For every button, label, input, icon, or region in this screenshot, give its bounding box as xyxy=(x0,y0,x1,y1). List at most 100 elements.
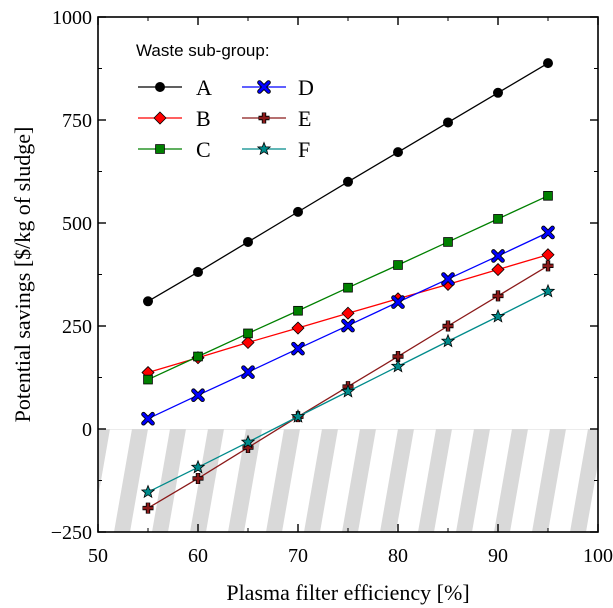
hatch-stripe xyxy=(456,429,490,532)
data-point xyxy=(341,318,355,333)
legend-item-D: D xyxy=(242,75,314,100)
data-point xyxy=(141,411,155,426)
legend-item-A: A xyxy=(138,75,212,100)
negative-region-hatch xyxy=(38,429,613,532)
legend-label: E xyxy=(298,106,311,131)
data-point xyxy=(257,80,271,94)
hatch-stripe xyxy=(418,429,452,532)
series-F xyxy=(140,283,556,499)
y-tick-label: 250 xyxy=(62,316,92,338)
data-point xyxy=(155,144,165,154)
data-point xyxy=(240,434,256,449)
x-axis-label: Plasma filter efficiency [%] xyxy=(226,580,469,605)
hatch-stripe xyxy=(152,429,186,532)
data-point xyxy=(142,296,153,307)
data-point xyxy=(290,409,306,423)
data-point xyxy=(443,237,453,247)
data-point xyxy=(393,260,403,270)
data-point xyxy=(440,333,456,348)
legend-label: C xyxy=(196,137,211,162)
legend-item-E: E xyxy=(242,106,311,131)
data-point xyxy=(291,341,305,356)
hatch-stripe xyxy=(304,429,338,532)
data-point xyxy=(242,236,253,247)
data-point xyxy=(543,191,553,201)
legend-title: Waste sub-group: xyxy=(136,41,270,60)
y-axis-label: Potential savings [$/kg of sludge] xyxy=(10,127,35,423)
data-point xyxy=(191,388,205,403)
data-point xyxy=(343,282,353,293)
x-tick-label: 70 xyxy=(288,545,308,567)
data-point xyxy=(340,383,356,398)
data-point xyxy=(540,283,556,298)
data-point xyxy=(241,365,255,379)
hatch-stripe xyxy=(380,429,414,532)
data-point xyxy=(542,260,554,272)
data-point xyxy=(541,225,555,240)
data-point xyxy=(241,335,255,350)
data-point xyxy=(390,358,406,373)
hatch-stripe xyxy=(38,429,72,532)
data-point xyxy=(190,459,206,474)
y-tick-label: 500 xyxy=(62,213,92,235)
legend-label: A xyxy=(196,75,212,100)
legend-item-B: B xyxy=(138,106,211,131)
data-point xyxy=(142,502,154,514)
data-point xyxy=(342,176,353,187)
hatch-stripe xyxy=(190,429,224,532)
data-point xyxy=(491,262,505,277)
hatch-stripe xyxy=(608,429,613,532)
series-layer xyxy=(140,58,556,514)
data-point xyxy=(491,249,505,263)
legend-label: B xyxy=(196,106,211,131)
hatch-stripe xyxy=(570,429,598,532)
data-point xyxy=(442,320,454,332)
hatch-stripe xyxy=(228,429,262,532)
data-point xyxy=(258,112,270,124)
data-point xyxy=(193,351,203,362)
tick-layer: 50 60 70 80 90 100 −250 0 250 500 750 1000 xyxy=(51,7,613,567)
series-A xyxy=(142,58,554,307)
data-point xyxy=(192,472,204,484)
series-C xyxy=(143,191,553,385)
data-point xyxy=(143,374,153,385)
y-tick-label: 750 xyxy=(62,110,92,132)
legend-label: D xyxy=(298,75,314,100)
data-point xyxy=(153,111,167,125)
hatch-stripe xyxy=(342,429,376,532)
hatch-stripe xyxy=(266,429,300,532)
x-tick-label: 100 xyxy=(583,545,613,567)
series-D xyxy=(141,225,555,426)
data-point xyxy=(492,290,504,302)
data-point xyxy=(391,295,405,309)
data-point xyxy=(341,306,355,320)
data-point xyxy=(541,248,555,262)
legend-label: F xyxy=(298,137,310,162)
data-point xyxy=(154,82,165,93)
data-point xyxy=(256,141,272,156)
hatch-stripe xyxy=(114,429,148,532)
x-tick-label: 90 xyxy=(488,545,508,567)
data-point xyxy=(192,267,203,278)
hatch-stripe xyxy=(98,429,110,498)
legend-item-F: F xyxy=(242,137,310,162)
x-tick-label: 50 xyxy=(88,545,108,567)
legend: Waste sub-group: ABC DEF xyxy=(136,41,314,162)
data-point xyxy=(493,214,503,224)
data-point xyxy=(291,321,305,335)
hatch-stripe xyxy=(532,429,566,532)
data-point xyxy=(392,147,403,158)
data-point xyxy=(442,117,453,128)
data-point xyxy=(490,308,506,323)
data-point xyxy=(293,305,303,316)
data-point xyxy=(292,206,303,217)
x-tick-label: 60 xyxy=(188,545,208,567)
hatch-stripe xyxy=(494,429,528,532)
y-tick-label: 0 xyxy=(82,419,92,441)
legend-item-C: C xyxy=(138,137,211,162)
y-tick-label: −250 xyxy=(51,522,92,544)
data-point xyxy=(243,328,253,339)
data-point xyxy=(140,484,156,499)
x-tick-label: 80 xyxy=(388,545,408,567)
